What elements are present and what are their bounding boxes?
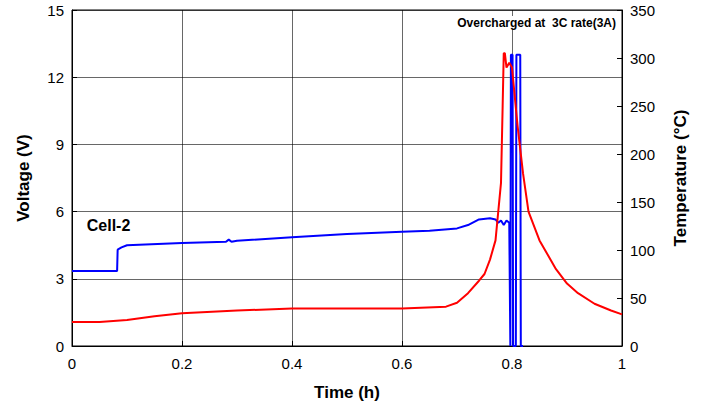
svg-text:250: 250 [630,98,655,115]
svg-text:15: 15 [47,2,64,19]
svg-text:12: 12 [47,69,64,86]
svg-text:Cell-2: Cell-2 [87,217,131,234]
svg-text:350: 350 [630,2,655,19]
svg-text:0.8: 0.8 [502,355,523,372]
svg-text:150: 150 [630,194,655,211]
svg-text:0: 0 [630,338,638,355]
svg-text:6: 6 [56,203,64,220]
svg-text:9: 9 [56,136,64,153]
svg-text:Voltage (V): Voltage (V) [14,134,33,222]
svg-text:0: 0 [56,338,64,355]
svg-text:100: 100 [630,242,655,259]
svg-text:0.4: 0.4 [282,355,303,372]
svg-text:300: 300 [630,50,655,67]
svg-text:Time (h): Time (h) [314,383,380,402]
svg-text:Overcharged at 3C rate(3A): Overcharged at 3C rate(3A) [457,16,616,30]
svg-text:0: 0 [68,355,76,372]
svg-text:3: 3 [56,270,64,287]
svg-text:1: 1 [618,355,626,372]
svg-text:0.6: 0.6 [392,355,413,372]
svg-text:Temperature (°C): Temperature (°C) [671,110,690,247]
svg-text:200: 200 [630,146,655,163]
svg-text:50: 50 [630,290,647,307]
svg-text:0.2: 0.2 [172,355,193,372]
